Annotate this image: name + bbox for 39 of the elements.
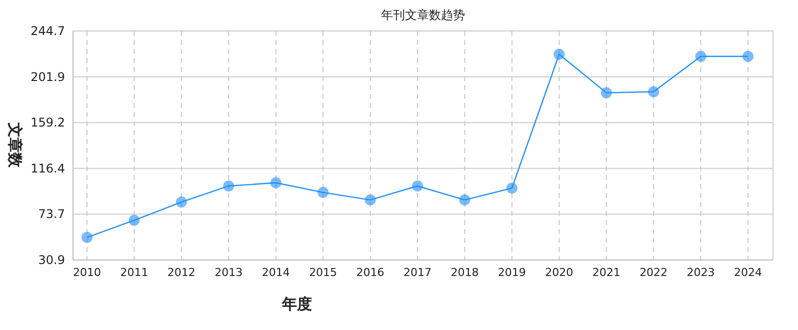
x-tick-label: 2023 [686,266,715,279]
x-tick-label: 2011 [120,266,148,279]
x-tick-label: 2019 [498,266,526,279]
x-tick-label: 2013 [214,266,243,279]
y-tick-label: 30.9 [38,253,65,267]
y-tick-label: 116.4 [30,161,65,176]
x-tick-label: 2022 [640,266,668,279]
point [318,186,329,198]
y-tick-label: 73.7 [38,207,65,222]
x-tick-label: 2018 [450,266,479,279]
y-axis-title: 文章数 [6,122,24,168]
y-tick-label: 201.9 [30,70,65,84]
point [223,180,234,192]
point [459,194,470,206]
point [364,194,376,206]
point [600,87,612,98]
point [412,180,423,192]
point [695,50,706,62]
y-tick-label: 159.2 [30,116,65,130]
point [506,182,518,194]
x-tick-label: 2021 [592,266,620,279]
x-tick-label: 2012 [167,266,196,279]
x-tick-label: 2010 [73,266,101,279]
x-tick-label: 2015 [309,266,338,279]
y-tick-label: 244.7 [30,24,65,38]
x-tick-label: 2014 [262,266,290,279]
point [270,177,282,188]
point [742,50,754,62]
x-tick-label: 2016 [356,266,384,279]
point [128,214,140,226]
chart-title: 年刊文章数趋势 [381,8,465,22]
x-tick-label: 2017 [404,266,432,279]
point [82,232,92,243]
x-axis-title: 年度 [281,295,312,313]
point [554,48,565,60]
point [648,86,660,98]
x-tick-label: 2020 [545,266,574,279]
x-tick-label: 2024 [734,266,762,279]
point [176,196,187,208]
